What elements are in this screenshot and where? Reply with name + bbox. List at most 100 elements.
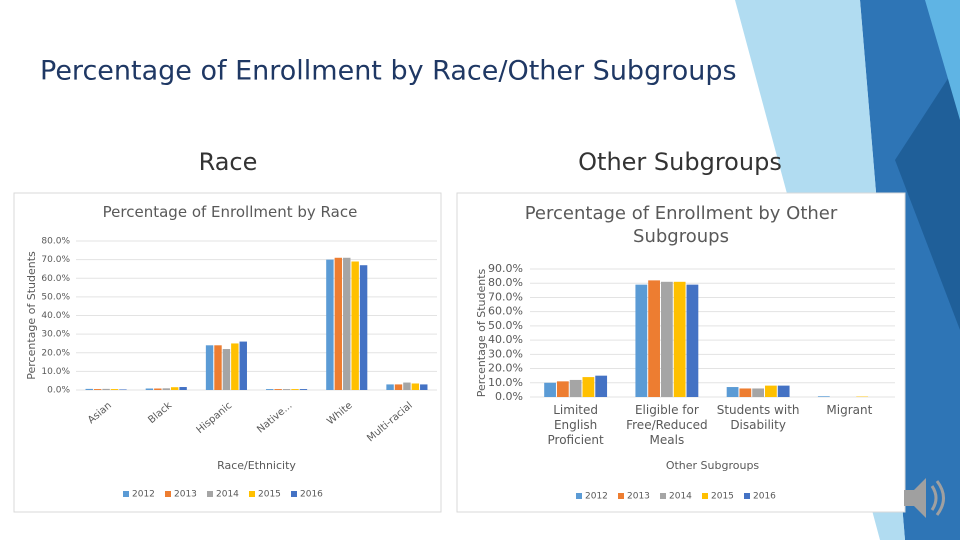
y-tick-label: 80.0%: [488, 276, 523, 289]
bar: [162, 388, 170, 390]
bar: [154, 388, 162, 390]
bar: [170, 387, 179, 390]
bar: [359, 265, 368, 390]
legend-label: 2012: [585, 492, 608, 502]
bar: [726, 387, 739, 397]
bar: [326, 259, 334, 390]
legend-label: 2012: [132, 490, 155, 500]
bar: [299, 389, 308, 390]
bar: [222, 349, 231, 390]
slide-title: Percentage of Enrollment by Race/Other S…: [40, 56, 737, 87]
legend-label: 2014: [669, 492, 692, 502]
bar: [394, 384, 403, 390]
legend-swatch: [618, 493, 624, 499]
bar: [765, 385, 777, 397]
bar: [752, 388, 765, 397]
y-tick-label: 20.0%: [41, 348, 70, 358]
x-tick-label-box: Migrant: [826, 403, 873, 417]
y-tick-label: 60.0%: [488, 305, 523, 318]
y-tick-label: 10.0%: [41, 367, 70, 377]
bar: [739, 388, 752, 397]
decoration: [925, 0, 960, 120]
y-tick-label: 30.0%: [41, 330, 70, 340]
bar: [351, 261, 359, 390]
x-tick-label-box: Eligible for Free/Reduced Meals: [626, 403, 708, 447]
heading: Other Subgroups: [578, 148, 782, 176]
bar: [343, 257, 351, 390]
bar: [119, 389, 127, 390]
bar: [110, 389, 119, 390]
y-tick-label: 70.0%: [488, 290, 523, 303]
chart-title-box: Percentage of Enrollment by Race: [102, 203, 358, 221]
chart-title-box: Percentage of Enrollment by Other Subgro…: [524, 203, 838, 247]
speaker-icon: [904, 478, 945, 518]
bar: [595, 375, 608, 397]
y-tick-label: 50.0%: [488, 319, 523, 332]
x-tick-label-box: Limited English Proficient: [547, 403, 604, 447]
x-tick-label: Migrant: [826, 403, 873, 417]
x-tick-label: Eligible for Free/Reduced Meals: [626, 403, 708, 447]
bar: [648, 280, 660, 397]
y-tick-label: 70.0%: [41, 255, 70, 265]
bar: [334, 257, 343, 390]
x-axis-title: Race/Ethnicity: [217, 459, 296, 472]
y-tick-label: 90.0%: [488, 262, 523, 275]
legend-label: 2016: [300, 490, 323, 500]
legend-swatch: [123, 491, 129, 497]
bar: [386, 384, 394, 390]
bar: [282, 389, 291, 390]
decoration: [895, 60, 960, 330]
bar: [239, 341, 247, 390]
chart-title: Percentage of Enrollment by Other Subgro…: [524, 203, 838, 247]
heading: Race: [199, 148, 258, 176]
y-tick-label: 30.0%: [488, 347, 523, 360]
bar: [214, 345, 222, 390]
y-tick-label: 40.0%: [488, 333, 523, 346]
bar: [179, 387, 187, 390]
bar: [231, 343, 239, 390]
bar: [403, 382, 411, 390]
bar: [817, 396, 830, 397]
bar: [205, 345, 214, 390]
bar: [660, 281, 673, 397]
legend-swatch: [207, 491, 213, 497]
y-tick-label: 20.0%: [488, 362, 523, 375]
legend-swatch: [702, 493, 708, 499]
legend-swatch: [744, 493, 750, 499]
y-tick-label: 0.0%: [47, 386, 70, 396]
legend-label: 2016: [753, 492, 776, 502]
x-tick-label-box: Students with Disability: [716, 403, 800, 432]
bar: [291, 389, 299, 390]
bar: [582, 377, 595, 397]
bar: [635, 284, 648, 397]
bar: [274, 389, 282, 390]
y-tick-label: 10.0%: [488, 376, 523, 389]
y-tick-label: 80.0%: [41, 237, 70, 247]
bar: [411, 383, 420, 390]
legend-swatch: [291, 491, 297, 497]
bar: [556, 381, 569, 397]
bar: [85, 388, 93, 390]
bar: [420, 384, 428, 390]
y-tick-label: 40.0%: [41, 311, 70, 321]
bar: [569, 379, 582, 397]
legend-label: 2013: [627, 492, 650, 502]
y-tick-label: 50.0%: [41, 292, 70, 302]
y-axis-title: Percentage of Students: [25, 251, 38, 380]
bar: [777, 385, 790, 397]
bar: [686, 284, 699, 397]
bar: [102, 388, 110, 390]
legend-label: 2014: [216, 490, 239, 500]
legend-swatch: [165, 491, 171, 497]
bar: [266, 389, 274, 390]
legend-label: 2015: [711, 492, 734, 502]
x-tick-label: Limited English Proficient: [547, 403, 604, 447]
legend-label: 2013: [174, 490, 197, 500]
bar: [544, 382, 556, 397]
chart-title: Percentage of Enrollment by Race: [102, 203, 358, 221]
legend-label: 2015: [258, 490, 281, 500]
x-tick-label: Students with Disability: [716, 403, 800, 432]
bar: [145, 388, 154, 390]
